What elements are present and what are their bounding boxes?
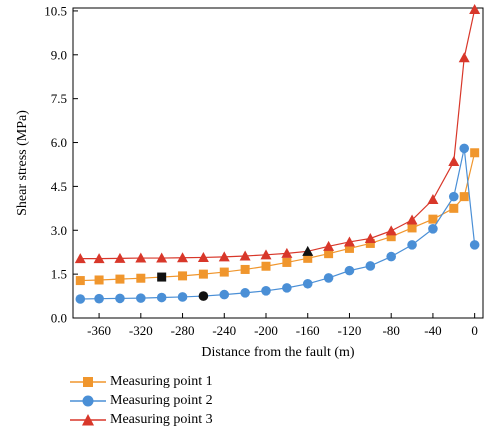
triangle-marker-icon — [70, 413, 106, 425]
data-point-measuring-point-1 — [198, 269, 208, 279]
data-point-measuring-point-2 — [115, 293, 125, 304]
data-point-measuring-point-3 — [156, 252, 168, 263]
data-point-measuring-point-2 — [428, 224, 438, 234]
data-point-measuring-point-2 — [344, 265, 355, 276]
data-point-measuring-point-2 — [136, 293, 146, 303]
data-point-measuring-point-2 — [323, 273, 334, 283]
data-point-measuring-point-3 — [427, 194, 439, 205]
data-point-measuring-point-2 — [407, 240, 417, 250]
axis-ticks: -360 -320 -280 -240 -200 -160 -120 -80 -40 0 0.0 1.… — [44, 3, 478, 338]
data-point-measuring-point-1 — [470, 148, 480, 158]
data-point-measuring-point-1 — [115, 274, 125, 284]
data-point-measuring-point-2 — [177, 292, 188, 302]
x-tick-label: -200 — [254, 323, 278, 338]
y-tick-label: 9.0 — [51, 47, 67, 62]
x-tick-label: -320 — [129, 323, 153, 338]
x-tick-label: -360 — [87, 323, 111, 338]
data-point-measuring-point-1 — [324, 249, 334, 259]
y-tick-label: 4.5 — [51, 179, 67, 194]
x-tick-label: 0 — [471, 323, 478, 338]
data-point-measuring-point-1 — [282, 257, 292, 267]
data-point-measuring-point-1 — [178, 271, 188, 281]
data-point-measuring-point-2 — [365, 261, 376, 271]
data-point-measuring-point-3 — [239, 250, 251, 261]
square-marker-icon — [70, 376, 106, 387]
x-tick-label: -280 — [171, 323, 195, 338]
data-point-measuring-point-1 — [428, 214, 438, 224]
data-point-measuring-point-3 — [218, 251, 230, 262]
data-point-measuring-point-3 — [74, 253, 86, 264]
x-tick-label: -160 — [296, 323, 320, 338]
x-tick-label: -40 — [424, 323, 441, 338]
data-point-measuring-point-1 — [365, 238, 375, 248]
data-point-measuring-point-1 — [219, 267, 229, 277]
data-point-measuring-point-2 — [448, 191, 459, 202]
y-tick-label: 1.5 — [51, 267, 67, 282]
circle-marker-icon — [70, 395, 106, 406]
data-point-measuring-point-1 — [459, 192, 469, 202]
y-tick-label: 7.5 — [51, 91, 67, 106]
data-point-measuring-point-1 — [344, 243, 354, 253]
data-point-measuring-point-2 — [219, 289, 230, 300]
x-tick-label: -240 — [212, 323, 236, 338]
legend-item-measuring-point-3: Measuring point 3 — [70, 410, 350, 429]
x-axis-label: Distance from the fault (m) — [201, 345, 355, 360]
data-point-measuring-point-3 — [93, 253, 105, 264]
data-point-measuring-point-1 — [449, 203, 459, 213]
data-point-measuring-point-3 — [448, 156, 460, 167]
data-point-measuring-point-2 — [282, 283, 292, 293]
data-point-measuring-point-1 — [75, 276, 85, 286]
legend-item-measuring-point-1: Measuring point 1 — [70, 372, 350, 391]
data-point-measuring-point-3 — [385, 225, 397, 236]
data-point-measuring-point-1 — [261, 261, 271, 271]
data-point-measuring-point-3 — [469, 3, 481, 14]
legend-item-measuring-point-2: Measuring point 2 — [70, 391, 350, 410]
data-point-measuring-point-3 — [302, 245, 314, 256]
data-point-measuring-point-1 — [303, 253, 313, 263]
data-point-measuring-point-2 — [94, 293, 104, 304]
data-point-measuring-point-2 — [302, 278, 313, 289]
data-point-measuring-point-2 — [459, 143, 470, 154]
data-point-measuring-point-3 — [343, 236, 355, 247]
y-tick-label: 6.0 — [51, 135, 67, 150]
data-point-measuring-point-3 — [135, 252, 147, 263]
data-point-measuring-point-1 — [94, 275, 104, 285]
legend-label-measuring-point-2: Measuring point 2 — [110, 392, 213, 408]
x-tick-label: -80 — [383, 323, 400, 338]
y-tick-label: 0.0 — [51, 311, 67, 326]
data-point-measuring-point-3 — [458, 52, 470, 63]
legend-label-measuring-point-3: Measuring point 3 — [110, 411, 213, 427]
x-tick-label: -120 — [338, 323, 362, 338]
data-point-measuring-point-2 — [75, 294, 86, 304]
data-point-measuring-point-3 — [406, 214, 418, 225]
data-point-measuring-point-2 — [386, 251, 396, 262]
data-point-measuring-point-1 — [386, 232, 396, 242]
data-point-measuring-point-1 — [240, 264, 250, 274]
data-point-measuring-point-2 — [156, 292, 167, 303]
legend-label-measuring-point-1: Measuring point 1 — [110, 373, 213, 389]
data-point-measuring-point-3 — [197, 251, 209, 262]
data-point-measuring-point-3 — [260, 249, 272, 260]
data-point-measuring-point-1 — [136, 273, 146, 283]
data-point-measuring-point-2 — [240, 288, 250, 298]
data-point-measuring-point-2 — [198, 291, 209, 301]
data-point-measuring-point-3 — [281, 247, 293, 258]
data-point-measuring-point-3 — [114, 252, 126, 263]
data-point-measuring-point-3 — [177, 252, 189, 263]
series-layer — [74, 3, 481, 304]
data-point-measuring-point-1 — [407, 223, 417, 233]
y-tick-label: 10.5 — [44, 3, 67, 18]
data-point-measuring-point-2 — [469, 240, 480, 250]
data-point-measuring-point-3 — [364, 232, 376, 243]
legend: Measuring point 1 Measuring point 2 Meas… — [70, 372, 350, 429]
data-point-measuring-point-3 — [323, 240, 335, 251]
y-axis-label: Shear stress (MPa) — [15, 110, 30, 216]
plot-frame — [72, 7, 484, 319]
data-point-measuring-point-2 — [261, 286, 271, 296]
data-point-measuring-point-1 — [157, 272, 167, 282]
y-tick-label: 3.0 — [51, 223, 67, 238]
